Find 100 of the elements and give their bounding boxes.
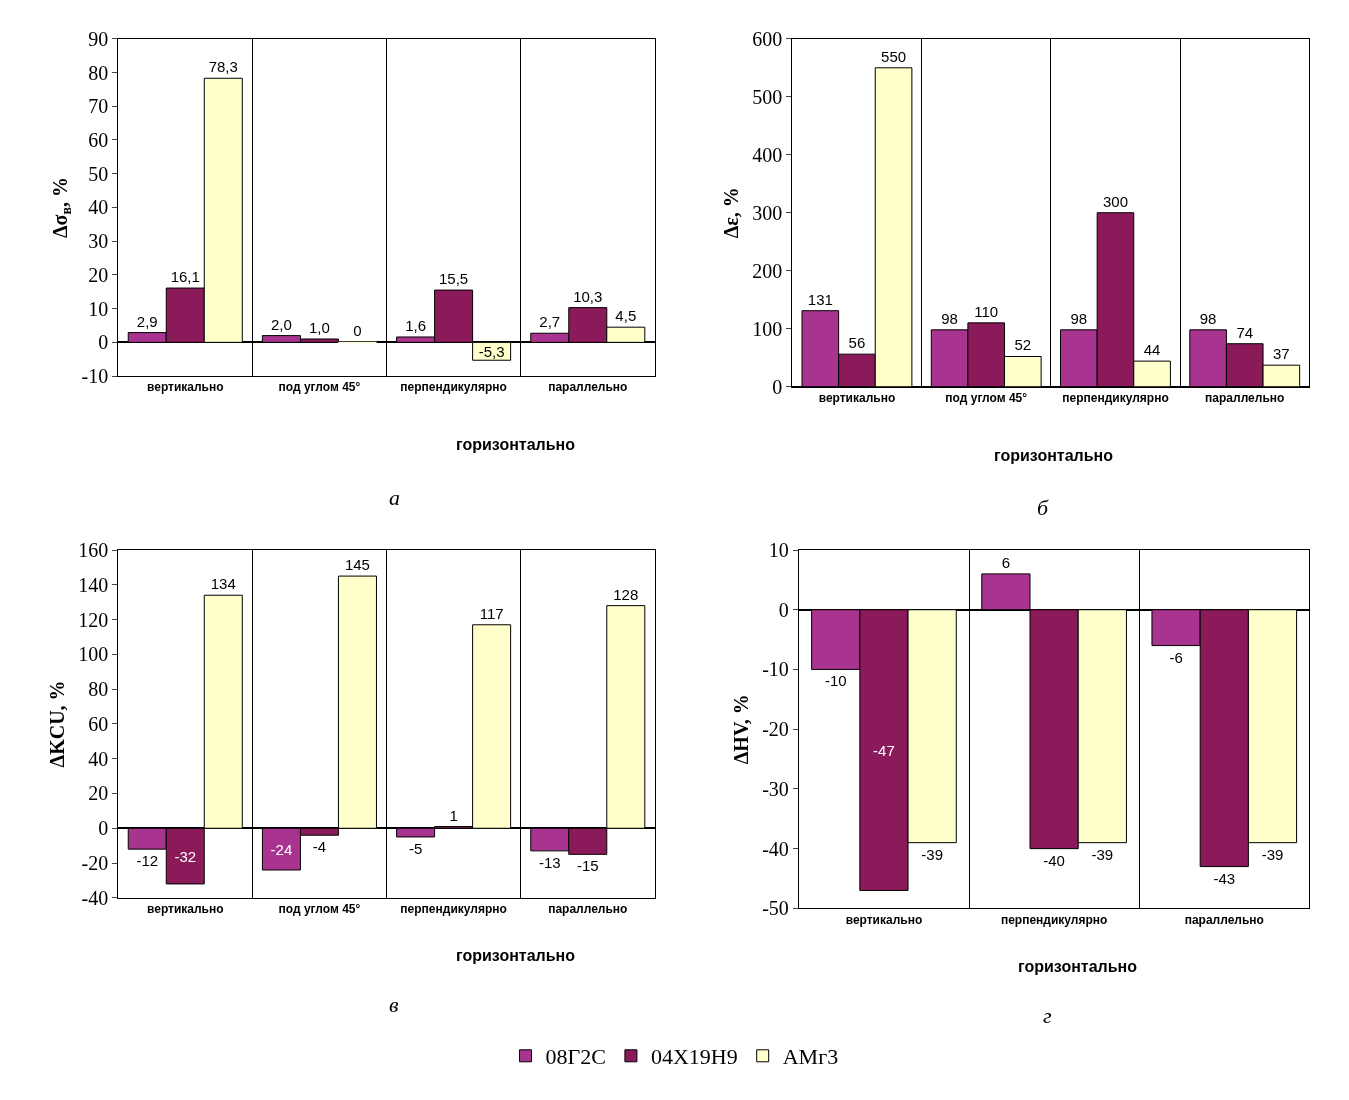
data-label: 110 — [974, 302, 999, 320]
x-tick-label: вертикально — [818, 391, 896, 406]
data-label: 2,9 — [136, 312, 158, 330]
text: горизонтально — [456, 436, 576, 453]
y-tick-label: 160 — [78, 539, 109, 561]
text: б — [1037, 495, 1049, 520]
y-tick-label: 60 — [88, 712, 109, 735]
y-tick-label: 90 — [88, 27, 109, 50]
legend-label: 08Г2С — [545, 1044, 606, 1070]
y-tick-label: 400 — [752, 143, 783, 166]
y-axis-title: Δε, % — [719, 187, 742, 239]
data-label: 56 — [848, 334, 866, 352]
y-tick-label: 50 — [88, 162, 109, 185]
y-tick-label: 0 — [772, 375, 783, 398]
text: горизонтально — [1018, 958, 1138, 975]
y-tick-label: 100 — [78, 643, 109, 666]
data-label: 117 — [479, 604, 504, 622]
data-label: -39 — [1091, 845, 1114, 863]
x-tick-label: параллельно — [1205, 391, 1285, 406]
x-tick-label: параллельно — [548, 380, 628, 395]
data-label: -43 — [1213, 869, 1236, 887]
data-label: 44 — [1143, 341, 1161, 359]
text: горизонтально — [994, 447, 1114, 464]
data-label: -24 — [270, 840, 293, 858]
y-tick-label: 300 — [752, 201, 783, 224]
data-label: 74 — [1236, 323, 1254, 341]
data-label: -12 — [136, 852, 159, 870]
y-tick-label: 40 — [88, 196, 109, 219]
data-label: -5,3 — [478, 342, 505, 360]
y-tick-label: -40 — [762, 837, 789, 860]
y-axis-title: ΔHV, % — [729, 694, 752, 765]
data-label: 52 — [1014, 336, 1032, 354]
data-label: -5 — [408, 839, 423, 857]
x-tick-label: перпендикулярно — [1000, 912, 1108, 927]
data-label: 128 — [613, 585, 639, 603]
data-label: 145 — [344, 556, 370, 574]
data-label: 2,0 — [270, 315, 292, 333]
x-tick-label: параллельно — [548, 902, 628, 917]
text: г — [1043, 1003, 1052, 1028]
y-tick-label: 10 — [768, 539, 789, 561]
y-tick-label: -20 — [762, 718, 789, 741]
y-tick-label: 80 — [88, 678, 109, 701]
y-tick-label: -20 — [81, 852, 109, 875]
data-label: -15 — [576, 857, 599, 875]
x-tick-label: перпендикулярно — [400, 380, 507, 395]
y-tick-label: 70 — [88, 95, 109, 118]
y-tick-label: 100 — [752, 317, 783, 340]
y-tick-label: 30 — [88, 230, 109, 253]
legend-label: АМг3 — [782, 1044, 839, 1070]
x-tick-label: вертикально — [146, 902, 224, 917]
text: а — [389, 485, 400, 510]
x-tick-label: под углом 45° — [278, 380, 361, 395]
data-label: 1,0 — [309, 318, 330, 336]
text: горизонтально — [456, 947, 576, 964]
data-label: 550 — [881, 47, 907, 65]
x-tick-label: под углом 45° — [945, 391, 1028, 406]
data-label: 2,7 — [539, 313, 561, 331]
data-label: 4,5 — [615, 307, 637, 325]
y-tick-label: 0 — [778, 598, 789, 621]
y-tick-label: 60 — [88, 128, 109, 151]
text: в — [389, 992, 399, 1017]
data-label: 98 — [941, 309, 958, 327]
data-label: 134 — [210, 575, 236, 593]
y-tick-label: -40 — [81, 886, 109, 909]
data-label: -10 — [824, 672, 847, 690]
data-label: 78,3 — [208, 58, 238, 76]
y-tick-label: 40 — [88, 747, 109, 770]
y-tick-label: 10 — [88, 297, 109, 320]
x-tick-label: перпендикулярно — [1062, 391, 1169, 406]
y-tick-label: 0 — [98, 331, 109, 354]
x-tick-label: параллельно — [1184, 912, 1264, 927]
y-tick-label: 140 — [78, 573, 109, 596]
data-label: 131 — [807, 290, 833, 308]
data-label: -39 — [1261, 845, 1284, 863]
y-tick-label: -50 — [762, 897, 789, 920]
data-label: -32 — [174, 847, 197, 865]
x-tick-label: под углом 45° — [278, 902, 361, 917]
y-tick-label: -10 — [762, 658, 789, 681]
data-label: 37 — [1273, 345, 1290, 363]
data-label: 6 — [1001, 553, 1011, 571]
data-label: 0 — [353, 322, 362, 340]
data-label: -4 — [312, 838, 327, 856]
data-label: 98 — [1199, 309, 1217, 327]
x-tick-label: вертикально — [845, 912, 923, 927]
data-label: -40 — [1043, 851, 1065, 869]
y-tick-label: 200 — [752, 259, 783, 282]
y-tick-label: 600 — [752, 27, 783, 50]
data-label: 10,3 — [573, 287, 603, 305]
data-label: 300 — [1102, 192, 1128, 210]
y-tick-label: -30 — [762, 777, 789, 800]
data-label: -39 — [921, 845, 943, 863]
x-tick-label: вертикально — [146, 380, 224, 395]
y-tick-label: 20 — [88, 782, 109, 805]
y-tick-label: 500 — [752, 85, 783, 108]
data-label: 16,1 — [170, 268, 200, 286]
y-tick-label: 80 — [88, 61, 109, 84]
y-tick-label: 0 — [98, 817, 109, 840]
y-tick-label: 20 — [88, 263, 109, 286]
data-label: 1 — [449, 806, 458, 824]
data-label: -47 — [873, 741, 895, 759]
